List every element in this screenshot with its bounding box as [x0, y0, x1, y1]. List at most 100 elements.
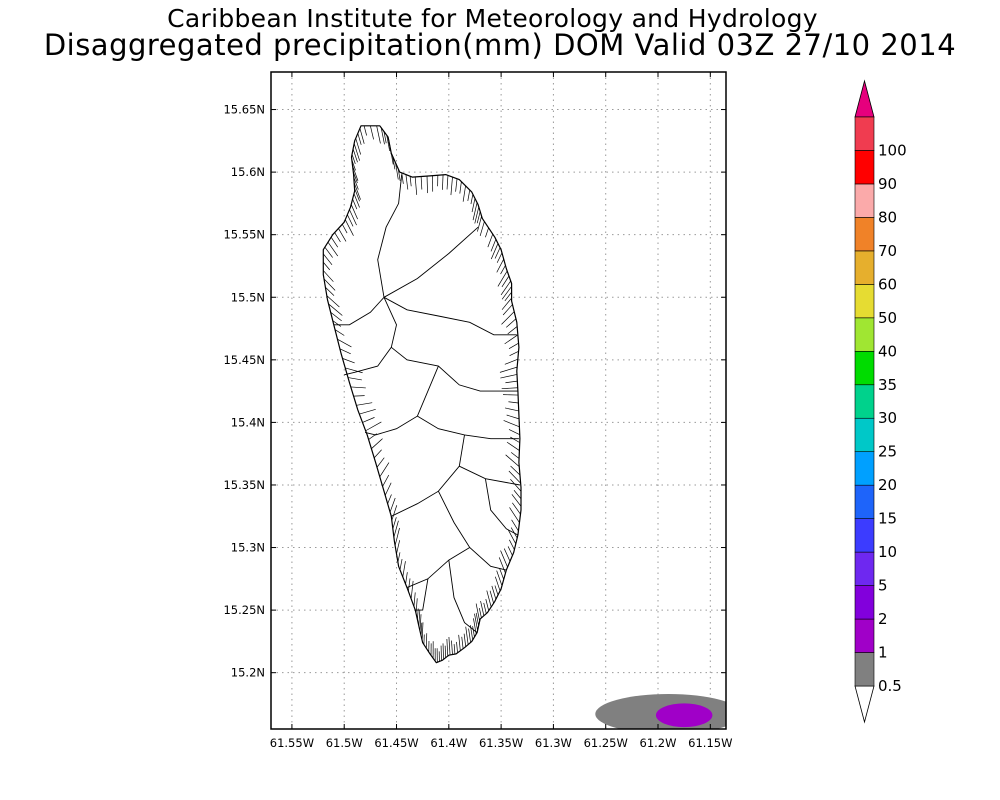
drainage-line — [352, 198, 358, 210]
drainage-line — [500, 280, 511, 296]
drainage-line — [500, 550, 508, 568]
watershed-boundary — [383, 226, 479, 298]
drainage-line — [474, 206, 480, 224]
drainage-line — [474, 613, 478, 631]
drainage-line — [392, 156, 396, 170]
drainage-line — [463, 633, 467, 647]
legend-swatch-5 — [854, 551, 875, 586]
drainage-line — [353, 193, 360, 208]
drainage-line — [458, 634, 461, 651]
drainage-line — [328, 303, 343, 316]
drainage-line — [352, 165, 359, 182]
drainage-line — [393, 520, 399, 538]
lon-tick-label: 61.4W — [430, 736, 467, 750]
drainage-line — [498, 557, 506, 574]
lon-tick-label: 61.3W — [535, 736, 572, 750]
drainage-line — [359, 128, 365, 144]
drainage-line — [342, 358, 355, 364]
drainage-line — [353, 143, 360, 161]
drainage-line — [354, 188, 360, 202]
drainage-line — [504, 334, 519, 345]
drainage-line — [496, 252, 503, 263]
legend-swatch-40 — [854, 317, 875, 352]
drainage-line — [421, 622, 424, 641]
precipitation-layer — [595, 693, 726, 729]
drainage-line — [461, 636, 464, 649]
drainage-line — [353, 182, 361, 200]
drainage-line — [496, 570, 503, 586]
drainage-line — [352, 148, 358, 163]
watershed-boundary — [383, 296, 517, 336]
legend-label-1: 1 — [878, 644, 888, 662]
drainage-line — [475, 603, 481, 622]
legend-swatch-35 — [854, 350, 875, 386]
drainage-line — [494, 247, 501, 259]
drainage-line — [347, 377, 362, 381]
lat-tick-label: 15.25N — [223, 603, 265, 617]
drainage-line — [383, 131, 387, 144]
drainage-line — [450, 177, 453, 196]
drainage-line — [511, 519, 519, 532]
drainage-line — [396, 540, 401, 554]
drainage-line — [370, 125, 374, 140]
lat-tick-label: 15.6N — [231, 165, 265, 179]
legend-swatch-100 — [854, 116, 875, 151]
drainage-line — [368, 433, 377, 440]
drainage-line — [504, 358, 518, 365]
drainage-line — [480, 601, 485, 616]
chart-title: Caribbean Institute for Meteorology and … — [167, 4, 818, 33]
drainage-line — [479, 607, 482, 618]
drainage-line — [334, 329, 345, 336]
drainage-line — [323, 270, 334, 282]
island-map — [322, 125, 522, 664]
drainage-line — [417, 608, 419, 620]
drainage-line — [373, 449, 382, 459]
lon-tick-label: 61.5W — [326, 736, 363, 750]
drainage-line — [323, 261, 331, 271]
drainage-line — [485, 227, 489, 238]
watershed-boundary — [377, 174, 403, 298]
drainage-line — [506, 414, 520, 420]
drainage-line — [467, 189, 471, 201]
legend-swatch-10 — [854, 518, 875, 553]
legend-label-25: 25 — [878, 443, 897, 461]
legend-over-arrow — [854, 79, 875, 118]
legend-label-70: 70 — [878, 242, 897, 260]
drainage-line — [508, 429, 520, 436]
drainage-line — [506, 441, 520, 451]
lat-tick-label: 15.45N — [223, 353, 265, 367]
drainage-line — [494, 576, 501, 592]
legend-label-35: 35 — [878, 376, 897, 394]
drainage-line — [334, 232, 341, 243]
legend-swatch-0.5 — [854, 652, 875, 687]
drainage-line — [504, 407, 519, 412]
lat-tick-label: 15.4N — [231, 415, 265, 429]
legend-under-arrow — [854, 685, 875, 724]
drainage-line — [371, 438, 383, 449]
drainage-line — [382, 474, 390, 487]
drainage-line — [405, 174, 409, 190]
lat-tick-label: 15.65N — [223, 103, 265, 117]
watershed-boundary — [333, 296, 385, 326]
drainage-line — [442, 174, 444, 190]
drainage-line — [490, 239, 497, 252]
drainage-line — [502, 304, 513, 316]
lon-tick-label: 61.45W — [374, 736, 418, 750]
watershed-boundary — [364, 365, 439, 436]
legend-label-60: 60 — [878, 275, 897, 293]
drainage-line — [470, 194, 474, 205]
drainage-line — [462, 185, 466, 202]
drainage-line — [410, 580, 414, 599]
precip-area-1 — [655, 703, 713, 728]
legend-label-50: 50 — [878, 309, 897, 327]
drainage-line — [345, 367, 363, 374]
drainage-line — [509, 350, 519, 356]
drainage-line — [501, 311, 515, 325]
drainage-line — [426, 176, 428, 194]
drainage-line — [453, 644, 456, 655]
drainage-line — [465, 626, 469, 645]
drainage-line — [323, 278, 336, 291]
drainage-line — [391, 505, 398, 521]
drainage-line — [459, 181, 462, 194]
drainage-line — [365, 421, 382, 432]
